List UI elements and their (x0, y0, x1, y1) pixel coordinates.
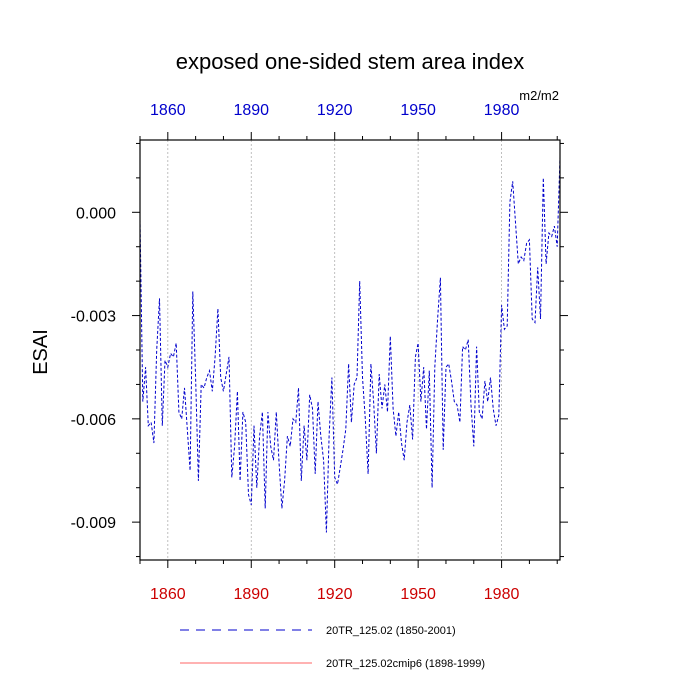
legend-label-series-2: 20TR_125.02cmip6 (1898-1999) (326, 658, 485, 670)
x-tick-label-bottom: 1890 (233, 586, 269, 603)
plot-frame (139, 139, 561, 561)
plot-area (139, 157, 561, 533)
x-tick-label-top: 1980 (484, 102, 520, 119)
y-tick-label: 0.000 (76, 205, 116, 222)
legend: 20TR_125.02 (1850-2001) 20TR_125.02cmip6… (180, 625, 485, 670)
x-tick-label-top: 1860 (150, 102, 186, 119)
x-tick-label-top: 1920 (317, 102, 353, 119)
chart-title: exposed one-sided stem area index (176, 49, 525, 74)
x-tick-label-top: 1950 (400, 102, 436, 119)
x-tick-label-top: 1890 (233, 102, 269, 119)
x-tick-label-bottom: 1860 (150, 586, 186, 603)
grid-lines (167, 140, 502, 560)
x-tick-label-bottom: 1980 (484, 586, 520, 603)
x-tick-label-bottom: 1950 (400, 586, 436, 603)
y-tick-label: -0.006 (71, 412, 116, 429)
y-tick-label: -0.003 (71, 309, 116, 326)
x-tick-label-bottom: 1920 (317, 586, 353, 603)
units-label: m2/m2 (519, 88, 559, 103)
y-tick-label: -0.009 (71, 515, 116, 532)
axes: 1860 1860 1890 1890 1920 1920 1950 1950 1980 1980… (71, 102, 568, 603)
y-axis-label: ESAI (30, 329, 52, 375)
legend-label-series-1: 20TR_125.02 (1850-2001) (326, 625, 456, 637)
series-line-1 (139, 157, 561, 533)
